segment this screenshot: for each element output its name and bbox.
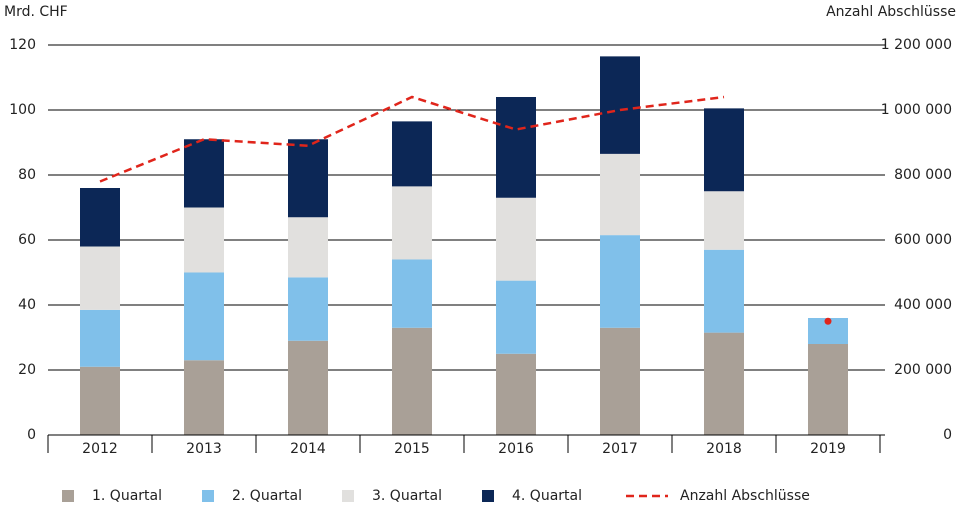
x-tick-label: 2015: [394, 441, 430, 457]
bar-segment: [184, 207, 224, 273]
line: [99, 95, 725, 183]
bar-segment: [600, 56, 640, 154]
y2-tick-label: 800 000: [894, 167, 952, 183]
y2-tick-label: 400 000: [894, 297, 952, 313]
bar-segment: [496, 197, 536, 281]
legend-symbol: [62, 490, 74, 502]
bar-segment: [600, 235, 640, 328]
x-tick-label: 2014: [290, 441, 326, 457]
legend-label: 1. Quartal: [92, 488, 162, 504]
legend-label: Anzahl Abschlüsse: [680, 488, 810, 504]
legend-label: 2. Quartal: [232, 488, 302, 504]
y-tick-label: 20: [18, 362, 36, 378]
x-tick-label: 2013: [186, 441, 222, 457]
bar-segment: [184, 272, 224, 361]
bar-segment: [392, 121, 432, 187]
y-axis-title: Mrd. CHF: [4, 4, 68, 20]
y2-tick-label: 0: [943, 427, 952, 443]
legend-label: 4. Quartal: [512, 488, 582, 504]
legend-symbol: [482, 490, 494, 502]
x-tick-label: 2019: [810, 441, 846, 457]
bar-segment: [496, 97, 536, 198]
y2-tick-label: 600 000: [894, 232, 952, 248]
bar-segment: [80, 309, 120, 367]
bar-segment: [184, 139, 224, 208]
bar-segment: [392, 186, 432, 260]
y2-tick-label: 200 000: [894, 362, 952, 378]
bar-segment: [80, 246, 120, 310]
bar-segment: [80, 366, 120, 435]
x-tick-label: 2018: [706, 441, 742, 457]
x-tick-label: 2017: [602, 441, 638, 457]
bar-segment: [496, 280, 536, 354]
y2-tick-label: 1 000 000: [881, 102, 952, 118]
bar-segment: [288, 139, 328, 218]
x-tick-label: 2016: [498, 441, 534, 457]
y-tick-label: 60: [18, 232, 36, 248]
bar-segment: [808, 344, 848, 435]
y2-axis-title: Anzahl Abschlüsse: [826, 4, 956, 20]
bar-segment: [704, 332, 744, 435]
point: [824, 317, 832, 325]
bar-segment: [288, 277, 328, 341]
bar-segment: [288, 340, 328, 435]
bar-segment: [288, 217, 328, 278]
y-tick-label: 40: [18, 297, 36, 313]
bar-segment: [392, 259, 432, 328]
legend-symbol: [342, 490, 354, 502]
bar-segment: [80, 188, 120, 247]
x-tick-label: 2012: [82, 441, 118, 457]
y-tick-label: 100: [9, 102, 36, 118]
y-tick-label: 0: [27, 427, 36, 443]
y-tick-label: 120: [9, 37, 36, 53]
bar-segment: [184, 360, 224, 435]
y2-tick-label: 1 200 000: [881, 37, 952, 53]
bar-segment: [496, 353, 536, 435]
legend-label: 3. Quartal: [372, 488, 442, 504]
bar-segment: [392, 327, 432, 435]
bar-segment: [704, 249, 744, 333]
bar-segment: [600, 327, 640, 435]
bar-segment: [704, 108, 744, 192]
legend-symbol: [202, 490, 214, 502]
bar-segment: [704, 191, 744, 250]
bar-segment: [600, 153, 640, 236]
y-tick-label: 80: [18, 167, 36, 183]
